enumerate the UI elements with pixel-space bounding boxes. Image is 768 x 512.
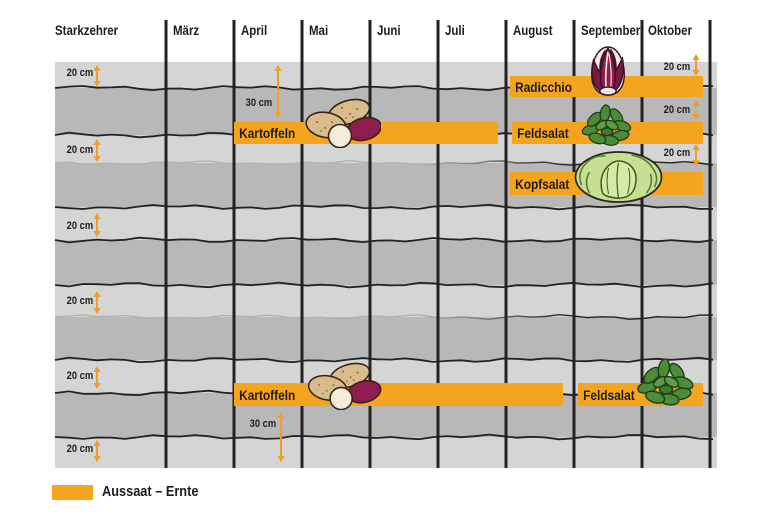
radicchio-icon [590, 46, 626, 96]
legend-swatch [52, 485, 93, 500]
bar-label: Feldsalat [517, 125, 569, 141]
page-title: Starkzehrer [55, 23, 119, 38]
month-label-juni: Juni [377, 23, 401, 38]
depth-label-20cm: 20 cm [66, 370, 93, 382]
month-label-september: September [581, 23, 641, 38]
depth-label-30cm: 30 cm [249, 418, 276, 430]
feldsalat-icon [635, 358, 696, 407]
month-label-mai: Mai [309, 23, 329, 38]
bar-label: Feldsalat [583, 386, 635, 403]
depth-label-20cm: 20 cm [663, 104, 690, 116]
month-label-april: April [241, 23, 268, 38]
legend-label: Aussaat – Ernte [102, 484, 199, 500]
bar-label: Radicchio [515, 78, 572, 95]
depth-label-20cm: 20 cm [66, 443, 93, 455]
depth-label-20cm: 20 cm [66, 295, 93, 307]
depth-label-20cm: 20 cm [66, 67, 93, 79]
month-label-juli: Juli [445, 23, 465, 38]
depth-label-20cm: 20 cm [663, 147, 690, 159]
potatoes-icon [306, 362, 382, 410]
feldsalat-icon [580, 104, 633, 147]
bar-label: Kartoffeln [239, 386, 296, 403]
month-label-august: August [513, 23, 553, 38]
bar-kartoffeln-bottom: Kartoffeln [234, 383, 563, 406]
depth-label-30cm: 30 cm [245, 97, 272, 109]
month-label-maerz: März [173, 23, 200, 38]
bar-label: Kopfsalat [515, 175, 570, 192]
month-label-oktober: Oktober [648, 23, 693, 38]
bar-label: Kartoffeln [239, 125, 296, 141]
depth-label-20cm: 20 cm [66, 144, 93, 156]
potatoes-icon [305, 98, 381, 148]
depth-label-20cm: 20 cm [66, 220, 93, 232]
depth-label-20cm: 20 cm [663, 61, 690, 73]
